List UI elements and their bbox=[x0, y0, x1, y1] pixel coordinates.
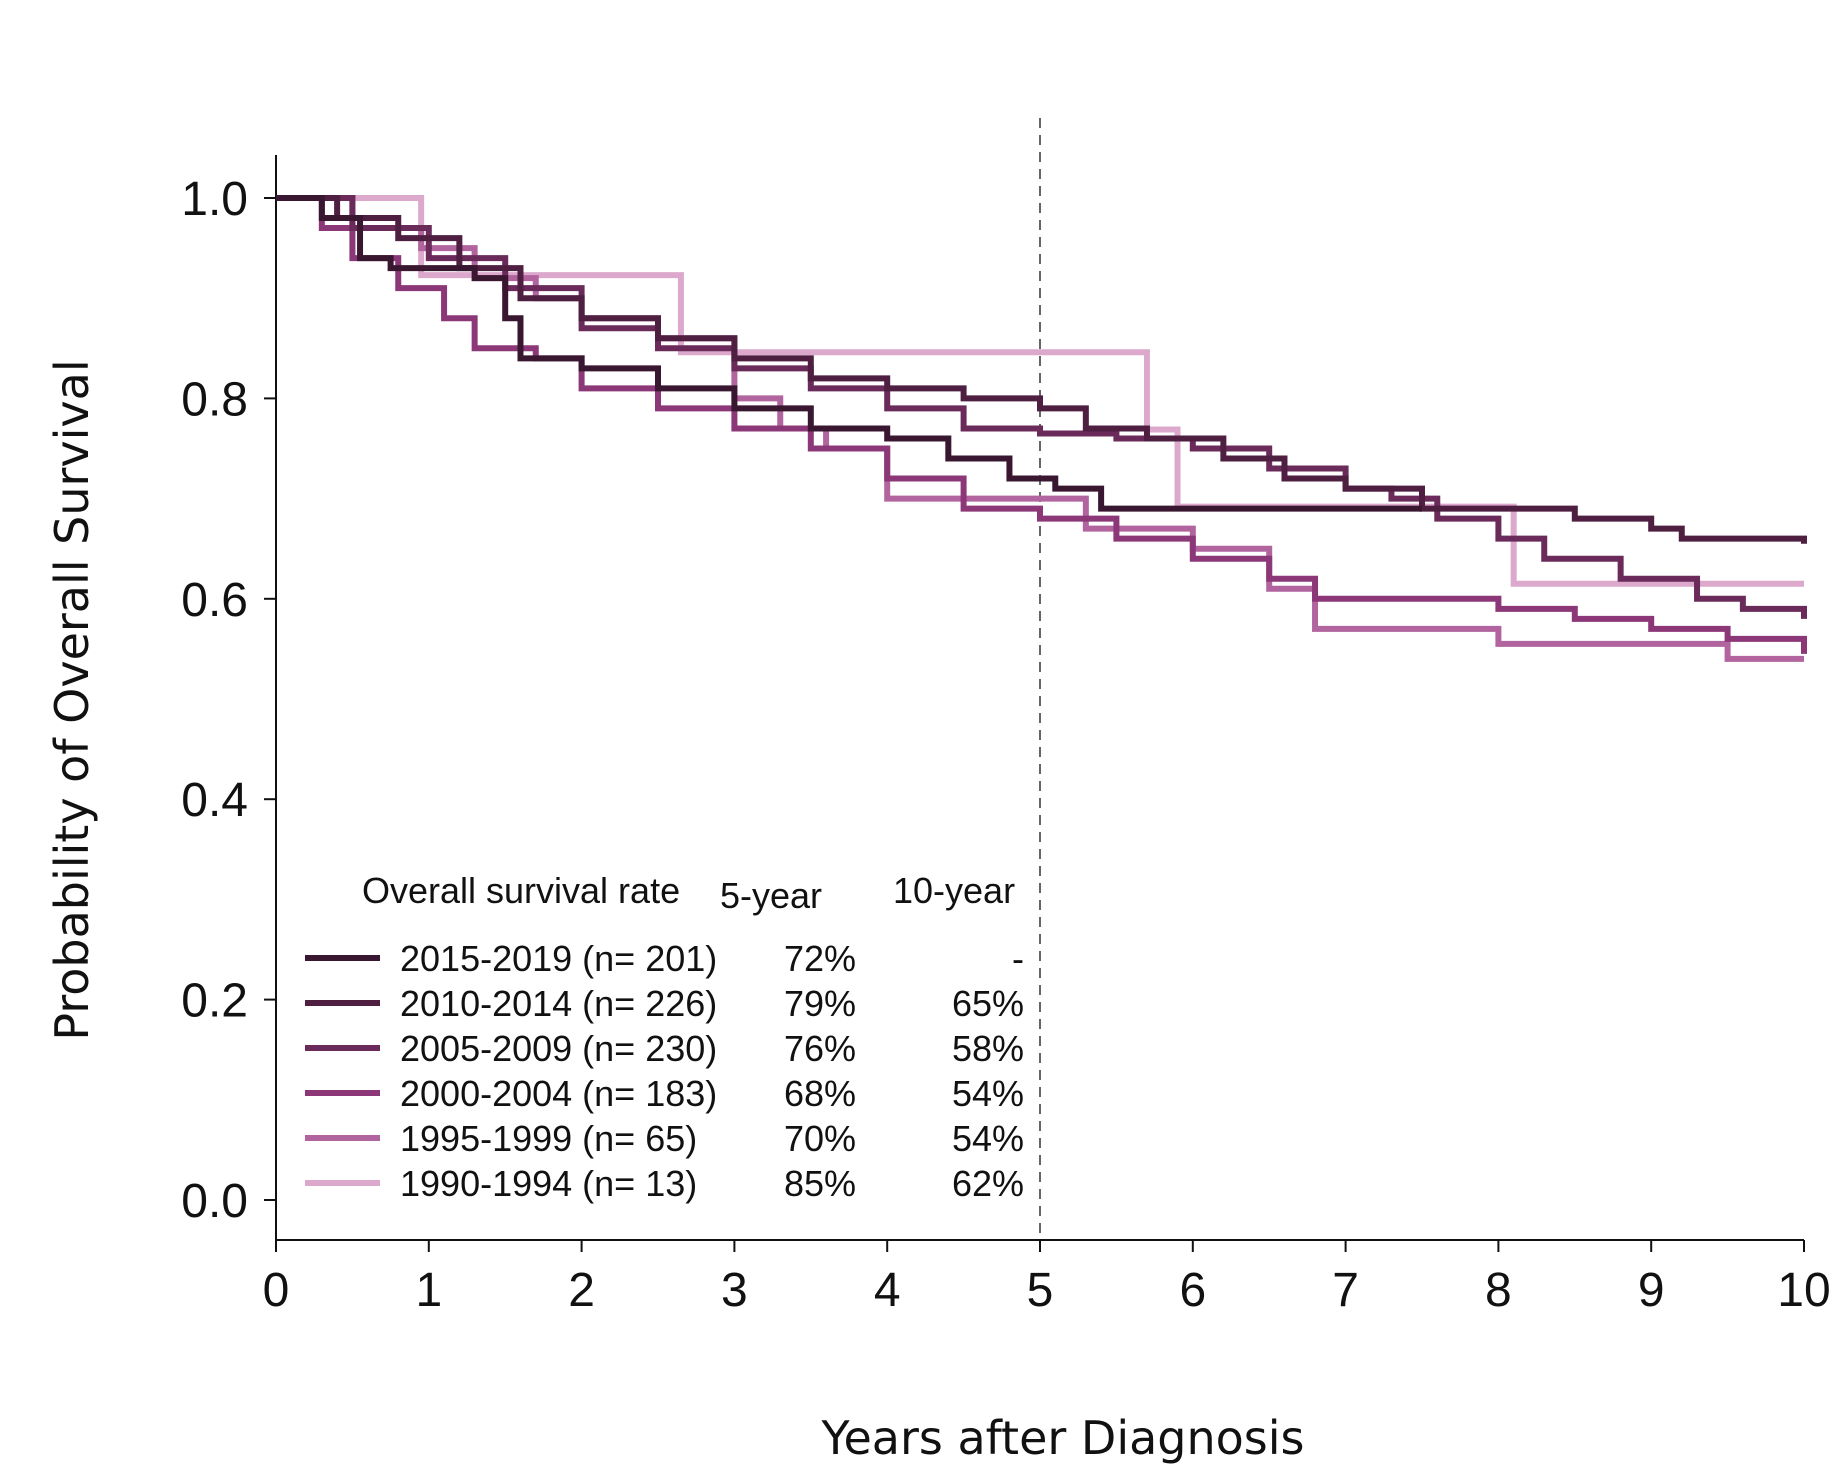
x-tick-label: 4 bbox=[874, 1264, 901, 1317]
survival-curve-2000-2004 bbox=[276, 195, 1807, 654]
legend-10-year-rate: 65% bbox=[952, 983, 1024, 1024]
legend-series-label: 2005-2009 (n= 230) bbox=[400, 1028, 717, 1069]
legend-5-year-rate: 68% bbox=[784, 1073, 856, 1114]
y-tick-label: 0.4 bbox=[181, 774, 248, 827]
legend-10-year-rate: 54% bbox=[952, 1073, 1024, 1114]
x-tick-label: 7 bbox=[1332, 1264, 1359, 1317]
legend-5-year-rate: 70% bbox=[784, 1118, 856, 1159]
x-axis-title: Years after Diagnosis bbox=[820, 1411, 1304, 1465]
y-tick-label: 0.8 bbox=[181, 373, 248, 426]
legend-series-label: 1995-1999 (n= 65) bbox=[400, 1118, 697, 1159]
legend-series-label: 2015-2019 (n= 201) bbox=[400, 938, 717, 979]
x-tick-label: 6 bbox=[1179, 1264, 1206, 1317]
y-tick-label: 0.6 bbox=[181, 574, 248, 627]
legend-5-year-rate: 72% bbox=[784, 938, 856, 979]
x-tick-label: 3 bbox=[721, 1264, 748, 1317]
legend-header: Overall survival rate bbox=[362, 870, 680, 911]
survival-curve-1990-1994 bbox=[276, 195, 1804, 587]
legend-series-label: 2010-2014 (n= 226) bbox=[400, 983, 717, 1024]
x-tick-label: 1 bbox=[415, 1264, 442, 1317]
legend-col-10yr: 10-year bbox=[893, 870, 1015, 911]
legend-5-year-rate: 76% bbox=[784, 1028, 856, 1069]
legend-5-year-rate: 79% bbox=[784, 983, 856, 1024]
legend-series-label: 1990-1994 (n= 13) bbox=[400, 1163, 697, 1204]
survival-curve-2010-2014 bbox=[276, 195, 1807, 544]
x-tick-label: 5 bbox=[1027, 1264, 1054, 1317]
legend-col-5yr: 5-year bbox=[720, 875, 822, 916]
survival-curve-2015-2019 bbox=[276, 195, 1422, 512]
legend-10-year-rate: - bbox=[1012, 938, 1024, 979]
legend: Overall survival rate 5-year 10-year 201… bbox=[305, 870, 1024, 1204]
legend-5-year-rate: 85% bbox=[784, 1163, 856, 1204]
legend-10-year-rate: 62% bbox=[952, 1163, 1024, 1204]
x-tick-label: 8 bbox=[1485, 1264, 1512, 1317]
legend-10-year-rate: 54% bbox=[952, 1118, 1024, 1159]
legend-10-year-rate: 58% bbox=[952, 1028, 1024, 1069]
x-tick-label: 0 bbox=[263, 1264, 290, 1317]
y-tick-label: 0.2 bbox=[181, 975, 248, 1028]
y-axis-title: Probability of Overall Survival bbox=[45, 359, 99, 1040]
x-tick-label: 9 bbox=[1638, 1264, 1665, 1317]
y-tick-label: 1.0 bbox=[181, 173, 248, 226]
y-tick-label: 0.0 bbox=[181, 1175, 248, 1228]
x-tick-label: 10 bbox=[1777, 1264, 1830, 1317]
legend-series-label: 2000-2004 (n= 183) bbox=[400, 1073, 717, 1114]
x-tick-label: 2 bbox=[568, 1264, 595, 1317]
